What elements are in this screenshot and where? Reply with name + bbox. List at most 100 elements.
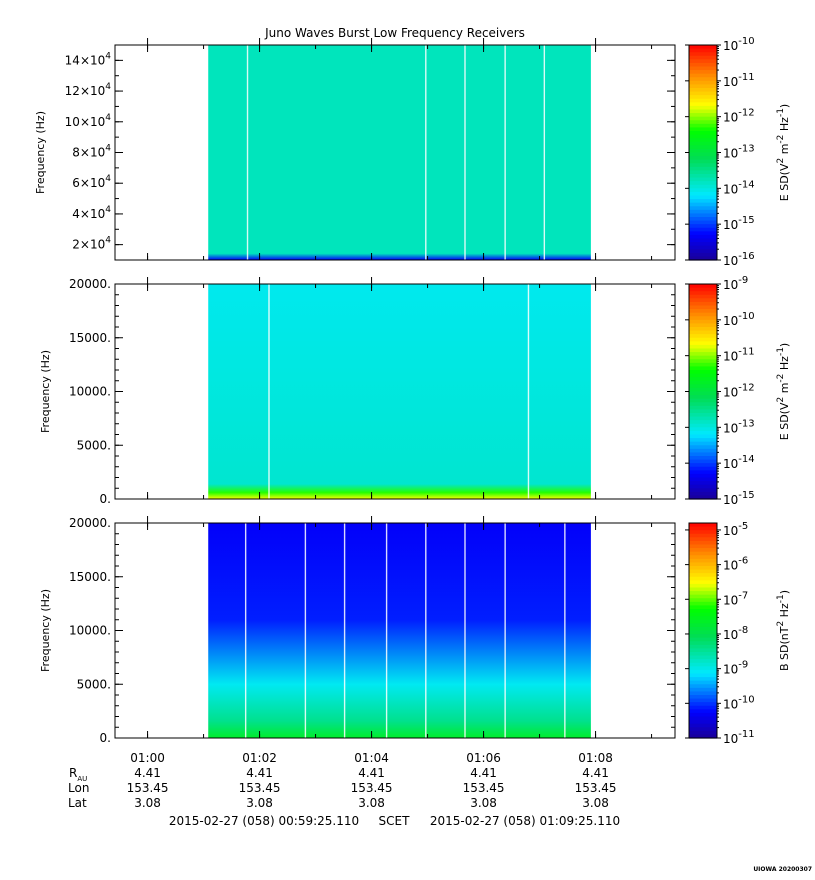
time-tick-label: 01:00 — [130, 751, 165, 765]
colorbar-cell — [689, 213, 717, 218]
colorbar-cell — [689, 630, 717, 635]
time-range-end: 2015-02-27 (058) 01:09:25.110 — [430, 814, 620, 828]
colorbar-cell — [689, 569, 717, 574]
data-gap — [343, 523, 346, 738]
colorbar-cell — [689, 587, 717, 592]
colorbar-frame — [688, 522, 718, 739]
colorbar-cell — [689, 644, 717, 650]
colorbar-cell — [689, 601, 717, 607]
colorbar-tick-label: 10-10 — [723, 694, 755, 711]
time-range-start: 2015-02-27 (058) 00:59:25.110 — [169, 814, 359, 828]
colorbar-cell — [689, 623, 717, 628]
y-tick-label: 5000. — [77, 677, 111, 691]
colorbar-cell — [689, 242, 717, 247]
colorbar-cell — [689, 352, 717, 357]
colorbar-cell — [689, 88, 717, 93]
y-axis-label: Frequency (Hz) — [39, 589, 52, 672]
colorbar-cell — [689, 727, 717, 732]
colorbar-cell — [689, 252, 717, 258]
colorbar-cell — [689, 384, 717, 389]
data-gap — [385, 523, 388, 738]
y-tick-label: 6×104 — [72, 174, 111, 190]
colorbar-cell — [689, 684, 717, 689]
colorbar-cell — [689, 312, 717, 317]
colorbar-cell — [689, 337, 717, 342]
colorbar-cell — [689, 659, 717, 664]
chart-title: Juno Waves Burst Low Frequency Receivers — [264, 26, 525, 40]
colorbar-cell — [689, 377, 717, 382]
colorbar-cell — [689, 591, 717, 596]
colorbar-cell — [689, 287, 717, 292]
colorbar-cell — [689, 691, 717, 696]
data-gap — [543, 45, 546, 260]
time-tick-label: 01:02 — [242, 751, 277, 765]
colorbar-cell — [689, 402, 717, 407]
y-axis-label: Frequency (Hz) — [34, 111, 47, 194]
colorbar-cell — [689, 95, 717, 100]
colorbar-cell — [689, 548, 717, 553]
colorbar-cell — [689, 217, 717, 222]
y-tick-label: 20000. — [69, 277, 111, 291]
colorbar-cell — [689, 148, 717, 154]
colorbar-tick-label: 10-12 — [723, 383, 755, 400]
colorbar-tick-label: 10-10 — [723, 36, 755, 53]
colorbar-tick-label: 10-12 — [723, 108, 755, 125]
colorbar-cell — [689, 59, 717, 64]
colorbar-cell — [689, 355, 717, 360]
colorbar-cell — [689, 540, 717, 546]
colorbar-cell — [689, 445, 717, 450]
colorbar-cell — [689, 294, 717, 299]
colorbar-cell — [689, 341, 717, 346]
colorbar-cell — [689, 648, 717, 653]
colorbar-cell — [689, 459, 717, 464]
colorbar-cell — [689, 191, 717, 197]
colorbar-tick-label: 10-11 — [723, 347, 755, 364]
colorbar-cell — [689, 705, 717, 710]
colorbar-cell — [689, 249, 717, 254]
time-tick-label: 01:04 — [354, 751, 389, 765]
colorbar-cell — [689, 605, 717, 610]
colorbar-cell — [689, 491, 717, 497]
y-tick-label: 0. — [100, 731, 111, 745]
colorbar-cell — [689, 344, 717, 350]
colorbar-cell — [689, 580, 717, 585]
colorbar-cell — [689, 127, 717, 132]
colorbar-cell — [689, 413, 717, 418]
colorbar-cell — [689, 712, 717, 718]
colorbar-cell — [689, 170, 717, 175]
colorbar-cell — [689, 484, 717, 489]
colorbar-tick-label: 10-9 — [723, 660, 748, 677]
colorbar-cell — [689, 316, 717, 321]
panel-3: 0. 5000. 10000. 15000. 20000. Frequency (Hz) 1… — [39, 516, 791, 746]
colorbar-cell — [689, 427, 717, 432]
data-gap — [527, 284, 530, 499]
colorbar-cell — [689, 209, 717, 215]
colorbar-cell — [689, 416, 717, 421]
colorbar-tick-label: 10-15 — [723, 490, 755, 507]
colorbar-cell — [689, 52, 717, 57]
colorbar-cell — [689, 695, 717, 700]
data-gap — [304, 523, 307, 738]
colorbar-cell — [689, 184, 717, 189]
colorbar-cell — [689, 430, 717, 436]
data-gap — [268, 284, 270, 499]
colorbar-cell — [689, 555, 717, 560]
colorbar-tick-label: 10-13 — [723, 418, 755, 435]
colorbar-cell — [689, 80, 717, 86]
colorbar-cell — [689, 576, 717, 581]
colorbar-cell — [689, 48, 717, 53]
colorbar-cell — [689, 634, 717, 639]
colorbar-tick-label: 10-11 — [723, 72, 755, 89]
colorbar-cell — [689, 409, 717, 414]
colorbar-cell — [689, 202, 717, 207]
colorbar-cell — [689, 120, 717, 125]
colorbar-cell — [689, 206, 717, 211]
colorbar-cell — [689, 366, 717, 371]
colorbar-cell — [689, 301, 717, 307]
colorbar-cell — [689, 662, 717, 667]
ephemeris-value: 4.41 — [470, 766, 497, 780]
colorbar-cell — [689, 138, 717, 143]
colorbar-cell — [689, 698, 717, 703]
